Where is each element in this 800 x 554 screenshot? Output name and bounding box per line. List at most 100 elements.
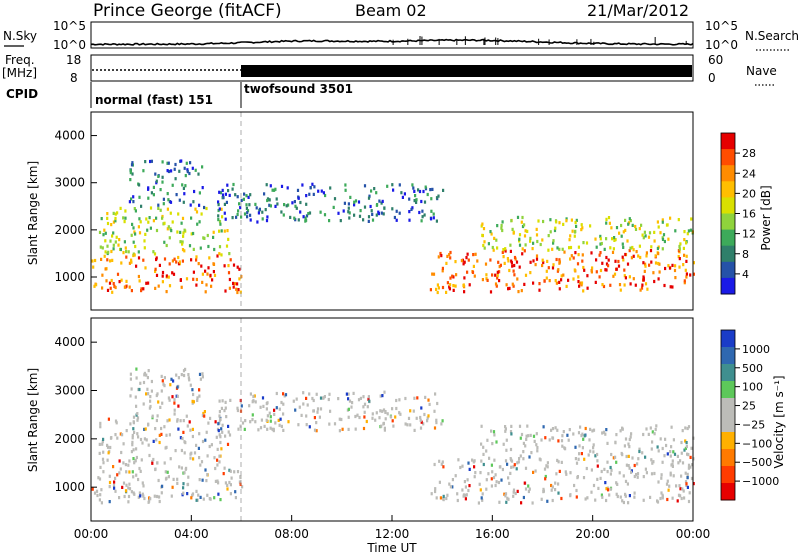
data-cell xyxy=(524,243,527,247)
data-cell xyxy=(157,284,160,288)
data-cell xyxy=(191,434,194,439)
data-cell xyxy=(276,202,279,206)
data-cell xyxy=(274,204,277,208)
data-cell xyxy=(282,213,285,217)
data-cell xyxy=(434,487,437,491)
data-cell xyxy=(532,434,536,438)
data-cell xyxy=(115,421,118,425)
data-cell xyxy=(670,463,673,467)
data-cell xyxy=(681,487,684,491)
data-cell xyxy=(368,194,371,198)
data-cell xyxy=(171,395,174,399)
data-cell xyxy=(228,252,231,256)
velocity-ylabel: Slant Range [km] xyxy=(26,368,40,472)
data-cell xyxy=(493,236,496,240)
data-cell xyxy=(449,283,452,287)
data-cell xyxy=(548,279,551,283)
data-cell xyxy=(100,488,103,492)
data-cell xyxy=(275,406,278,410)
data-cell xyxy=(624,218,627,222)
data-cell xyxy=(611,237,614,241)
data-cell xyxy=(659,496,662,501)
data-cell xyxy=(449,276,452,280)
data-cell xyxy=(542,487,545,491)
data-cell xyxy=(257,428,260,432)
data-cell xyxy=(454,260,457,264)
data-cell xyxy=(213,456,216,460)
data-cell xyxy=(184,184,187,188)
data-cell xyxy=(587,453,590,457)
data-cell xyxy=(442,498,445,502)
data-cell xyxy=(633,491,636,495)
data-cell xyxy=(265,183,268,187)
data-cell xyxy=(430,197,433,201)
data-cell xyxy=(583,457,586,461)
data-cell xyxy=(154,467,157,471)
data-cell xyxy=(99,425,102,429)
data-cell xyxy=(409,409,412,413)
data-cell xyxy=(138,231,142,235)
data-cell xyxy=(520,432,524,437)
nave-label: Nave xyxy=(746,64,777,78)
data-cell xyxy=(151,460,154,464)
data-cell xyxy=(632,254,635,258)
data-cell xyxy=(610,452,613,457)
data-cell xyxy=(602,430,606,434)
data-cell xyxy=(128,487,132,491)
data-cell xyxy=(522,441,525,445)
data-cell xyxy=(142,494,145,498)
data-cell xyxy=(313,416,316,420)
data-cell xyxy=(449,256,452,260)
data-cell xyxy=(579,425,582,429)
data-cell xyxy=(670,425,673,429)
ytick-label: 4000 xyxy=(54,129,85,143)
data-cell xyxy=(116,436,119,440)
data-cell xyxy=(130,260,133,264)
colorbar-tick-label: −25 xyxy=(742,418,765,431)
data-cell xyxy=(251,418,254,422)
data-cell xyxy=(328,392,331,396)
data-cell xyxy=(237,288,240,292)
data-cell xyxy=(578,444,581,448)
data-cell xyxy=(605,237,608,241)
data-cell xyxy=(672,474,675,478)
data-cell xyxy=(102,470,105,474)
data-cell xyxy=(480,459,483,463)
data-cell xyxy=(612,247,615,251)
data-cell xyxy=(637,457,640,461)
data-cell xyxy=(160,491,163,495)
data-cell xyxy=(395,398,398,403)
data-cell xyxy=(172,272,176,276)
data-cell xyxy=(140,204,143,208)
colorbar-tick-label: 8 xyxy=(742,248,749,261)
data-cell xyxy=(100,501,103,505)
data-cell xyxy=(474,252,477,256)
data-cell xyxy=(585,241,589,245)
data-cell xyxy=(486,278,489,282)
data-cell xyxy=(227,189,230,193)
data-cell xyxy=(382,422,385,426)
data-cell xyxy=(282,412,285,416)
data-cell xyxy=(591,429,594,433)
data-cell xyxy=(181,248,185,252)
data-cell xyxy=(518,237,521,241)
data-cell xyxy=(558,287,561,291)
data-cell xyxy=(133,461,136,465)
data-cell xyxy=(304,216,307,220)
data-cell xyxy=(214,466,217,471)
data-cell xyxy=(186,492,189,496)
data-cell xyxy=(190,451,193,455)
data-cell xyxy=(578,284,581,288)
data-cell xyxy=(246,215,249,219)
data-cell xyxy=(418,189,422,194)
data-cell xyxy=(101,246,104,250)
data-cell xyxy=(679,459,682,463)
data-cell xyxy=(523,282,526,286)
data-cell xyxy=(466,270,469,274)
data-cell xyxy=(485,449,488,453)
data-cell xyxy=(269,204,272,208)
data-cell xyxy=(411,206,414,210)
data-cell xyxy=(527,484,530,488)
data-cell xyxy=(132,415,136,419)
data-cell xyxy=(173,398,176,402)
